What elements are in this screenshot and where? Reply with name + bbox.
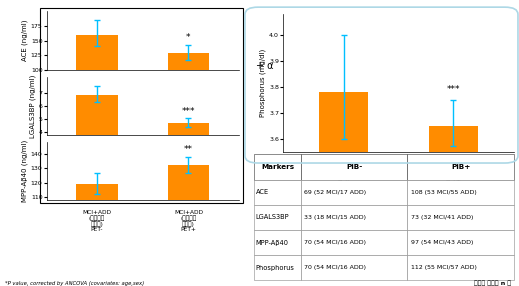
- Text: ***: ***: [182, 107, 195, 116]
- Text: **: **: [184, 145, 193, 154]
- Bar: [76, 184, 118, 286]
- Text: *: *: [186, 33, 190, 42]
- Y-axis label: MPP-Aβ40 (ng/ml): MPP-Aβ40 (ng/ml): [21, 140, 28, 202]
- Text: + α: + α: [256, 61, 274, 72]
- Text: *P value, corrected by ANCOVA (covariates: age,sex): *P value, corrected by ANCOVA (covariate…: [5, 281, 144, 285]
- Bar: [429, 126, 478, 286]
- Bar: [168, 165, 209, 286]
- Bar: [319, 92, 368, 286]
- Bar: [76, 35, 118, 128]
- Text: ***: ***: [447, 85, 460, 94]
- Bar: [168, 53, 209, 128]
- Y-axis label: ACE (ng/ml): ACE (ng/ml): [21, 20, 28, 61]
- Text: 분석에 사용된 n 수: 분석에 사용된 n 수: [474, 280, 511, 285]
- Y-axis label: LGALS3BP (ng/ml): LGALS3BP (ng/ml): [29, 74, 36, 138]
- Bar: [168, 123, 209, 185]
- Y-axis label: Phosphorus (mg/dl): Phosphorus (mg/dl): [260, 49, 266, 117]
- Bar: [76, 95, 118, 185]
